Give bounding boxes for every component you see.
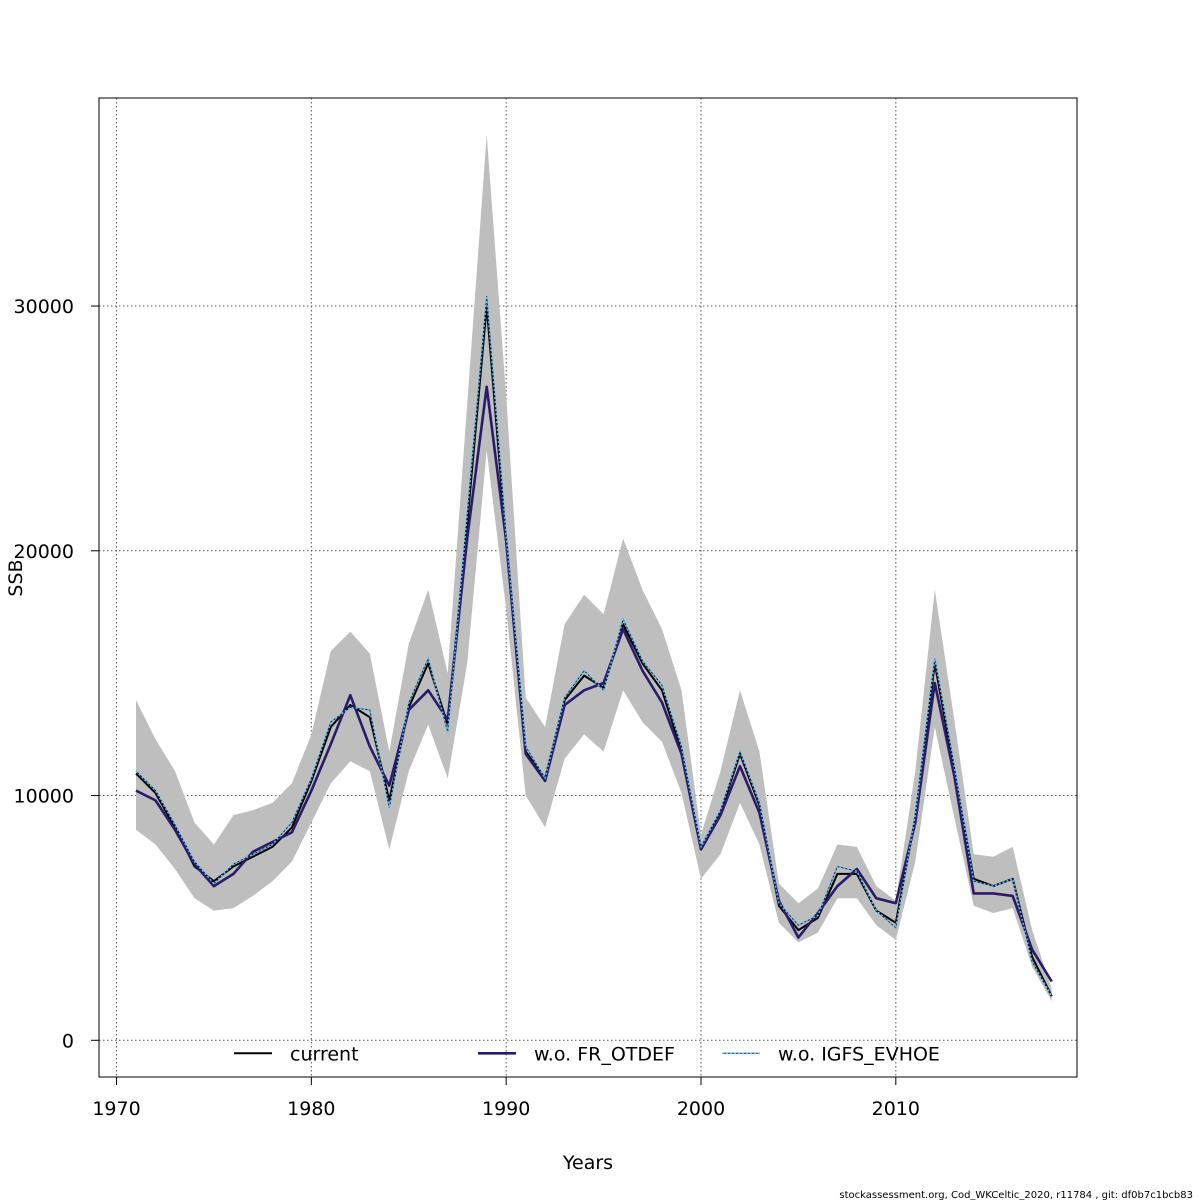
legend-label: w.o. FR_OTDEF [534,1043,675,1065]
x-axis: 1970 1980 1990 2000 2010 [92,1077,920,1120]
y-tick-label: 20000 [14,541,74,563]
y-tick-label: 0 [62,1030,74,1052]
y-tick-label: 30000 [14,296,74,318]
y-axis: 0 10000 20000 30000 [14,296,99,1052]
series-line-1 [135,385,1053,983]
y-tick-label: 10000 [14,786,74,808]
x-tick-label: 1980 [287,1098,335,1120]
x-tick-label: 2010 [872,1098,920,1120]
series-lines [135,295,1053,997]
x-tick-label: 1990 [482,1098,530,1120]
legend: current w.o. FR_OTDEF w.o. IGFS_EVHOE [234,1043,940,1065]
legend-label: w.o. IGFS_EVHOE [778,1043,940,1065]
series-line-0 [135,305,1053,997]
plot-frame [98,97,1078,1078]
x-tick-label: 1970 [92,1098,140,1120]
confidence-band [136,134,1052,1002]
y-axis-title: SSB [5,559,27,596]
x-tick-label: 2000 [677,1098,725,1120]
footer-credit: stockassessment.org, Cod_WKCeltic_2020, … [839,1190,1193,1200]
legend-label: current [290,1043,359,1065]
series-line-2 [135,295,1053,997]
x-axis-title: Years [562,1152,613,1174]
grid [99,98,1077,1077]
